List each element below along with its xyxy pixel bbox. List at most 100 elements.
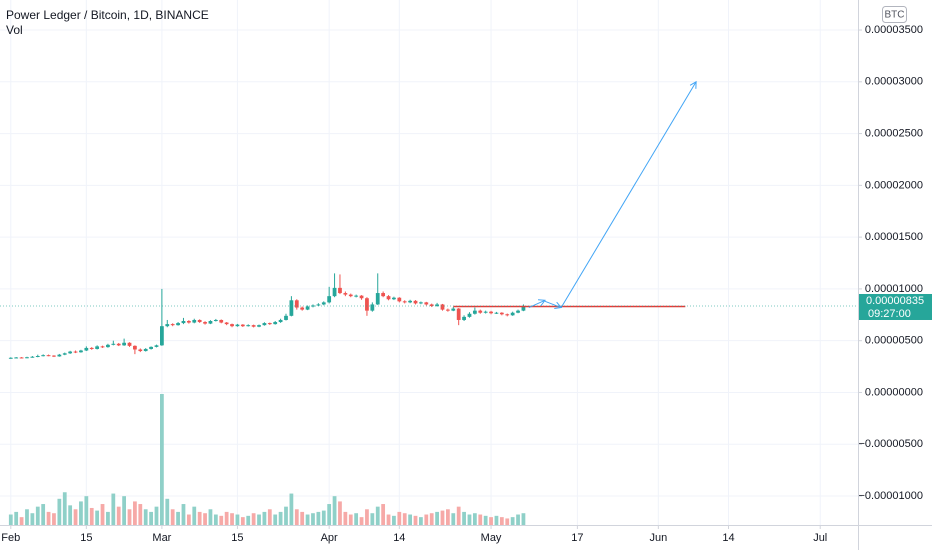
volume-bar [170,509,175,525]
volume-bar [138,504,143,525]
volume-bar [348,514,353,525]
x-tick-label: Feb [1,532,20,544]
candle-body [246,325,251,327]
candle-body [370,304,375,311]
candle-body [392,297,396,300]
candle-body [46,355,51,357]
candle-body [445,309,450,311]
volume-bar [499,517,504,525]
candle-body [62,353,67,355]
candle-body [208,321,213,324]
volume-bar [483,515,488,525]
volume-bar [397,511,402,525]
volume-bar [197,511,202,525]
candle-body [451,308,456,311]
volume-bar [106,511,110,525]
candle-body [478,310,483,313]
candle-body [116,343,121,346]
candle-body [435,304,439,306]
candle-body [138,349,143,352]
volume-bar [289,493,294,525]
candle-body [429,304,434,306]
candle-body [419,302,423,304]
currency-badge[interactable] [882,6,907,23]
volume-bar [311,513,315,525]
volume-bar [154,506,159,525]
volume-bar [440,510,445,525]
candle-body [332,287,337,297]
volume-bar [478,514,483,525]
candle-body [510,312,515,316]
candle-body [489,311,493,314]
candle-body [89,347,94,349]
volume-pane [8,394,526,525]
candle-body [133,345,137,350]
x-tick-label: 15 [80,532,92,544]
volume-bar [273,514,278,525]
volume-bar [365,509,369,525]
candle-body [294,300,299,308]
x-tick-label: Mar [152,532,171,544]
x-tick-label: Apr [321,532,338,544]
y-tick-label: −0.00001000 [858,490,923,502]
candle-body [8,357,13,359]
last-price-box [859,293,932,320]
currency-label[interactable]: BTC [885,10,905,21]
candle-body [327,296,332,303]
last-price-label: 0.00000835 [866,295,924,307]
candle-body [25,357,29,359]
y-tick-label: 0.00001500 [865,231,923,243]
y-tick-label: −0.00000500 [858,438,923,450]
candle-body [273,322,278,325]
y-tick-label: 0.00000500 [865,335,923,347]
y-tick-label: 0.00003000 [865,76,923,88]
volume-bar [494,515,499,525]
candle-body [521,305,526,311]
candle-body [257,325,261,327]
volume-bar [133,501,137,525]
volume-bar [472,513,477,525]
volume-label: Vol [6,23,23,37]
volume-bar [79,501,83,525]
candles [8,273,526,359]
volume-bar [510,517,515,525]
countdown-label: 09:27:00 [868,308,911,320]
volume-bar [343,511,348,525]
candle-body [41,355,46,357]
candle-body [505,314,510,316]
volume-bar [208,509,213,525]
candle-body [262,323,267,326]
volume-bar [392,515,396,525]
candle-body [19,357,24,359]
candle-body [251,325,256,327]
volume-bar [467,514,472,525]
volume-bar [213,514,218,525]
volume-bar [240,517,245,525]
volume-bar [186,514,191,525]
candle-body [197,319,202,323]
volume-bar [300,511,305,525]
volume-bar [143,509,148,525]
candle-body [165,324,170,327]
volume-bar [246,515,251,525]
volume-bar [46,511,51,525]
volume-bar [294,509,299,525]
y-tick-label: 0.00002000 [865,179,923,191]
candle-body [494,312,499,314]
candle-body [176,323,180,326]
volume-bar [327,504,332,525]
volume-bar [14,511,19,525]
volume-bar [505,518,510,525]
volume-bar [159,394,164,525]
volume-bar [57,498,62,525]
candle-body [230,324,234,327]
volume-bar [375,506,380,525]
volume-bar [516,514,520,525]
volume-bar [35,506,40,525]
candle-body [472,310,477,314]
candle-body [343,293,348,295]
volume-bar [359,517,364,525]
candle-body [52,355,56,357]
volume-bar [419,517,423,525]
